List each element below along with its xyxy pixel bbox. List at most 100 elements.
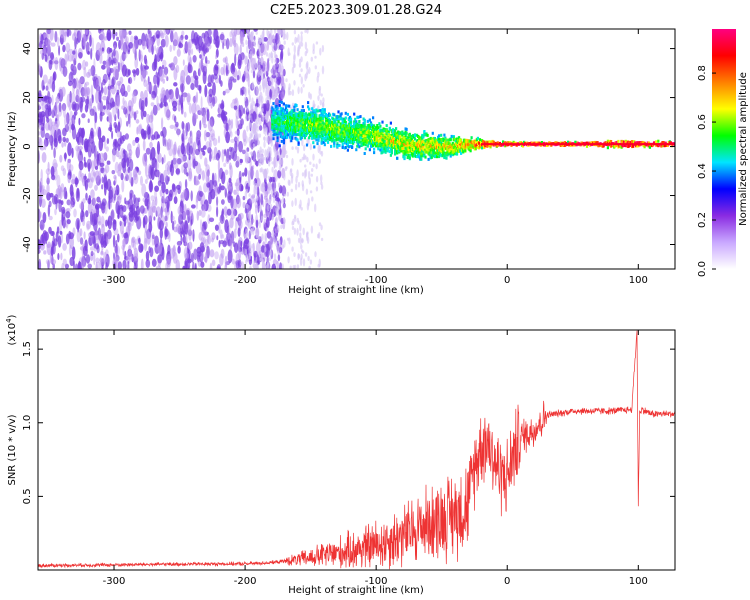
noise-mark: [173, 82, 178, 87]
fade-mark: [283, 239, 286, 248]
noise-mark: [132, 139, 136, 146]
noise-mark: [258, 125, 263, 131]
noise-mark: [79, 237, 84, 245]
noise-mark: [90, 250, 94, 257]
noise-mark: [241, 172, 245, 177]
noise-mark: [281, 65, 285, 78]
ridge-mark: [385, 124, 388, 128]
noise-mark: [240, 240, 243, 247]
noise-mark: [134, 57, 139, 69]
noise-mark: [47, 40, 52, 46]
noise-mark: [50, 52, 54, 61]
fade-mark: [266, 135, 269, 144]
noise-mark: [128, 42, 134, 49]
noise-mark: [106, 235, 110, 245]
fade-mark: [290, 188, 293, 193]
ridge-mark: [272, 108, 275, 112]
noise-mark: [127, 84, 131, 93]
noise-mark: [70, 178, 75, 185]
noise-mark: [221, 149, 225, 163]
fade-mark: [299, 199, 302, 208]
ridge-mark: [277, 125, 280, 129]
noise-mark: [189, 130, 193, 144]
noise-mark: [100, 251, 104, 256]
noise-mark: [266, 231, 272, 239]
fade-mark: [254, 183, 258, 187]
noise-mark: [142, 40, 146, 50]
noise-mark: [160, 38, 166, 48]
fade-mark: [314, 251, 317, 258]
noise-mark: [207, 118, 213, 132]
ridge-mark: [316, 109, 319, 113]
noise-mark: [128, 77, 131, 84]
fade-mark: [256, 119, 259, 124]
ridge-mark: [276, 106, 279, 110]
noise-mark: [154, 45, 157, 51]
noise-mark: [163, 169, 168, 182]
fade-mark: [286, 31, 289, 41]
noise-mark: [205, 141, 211, 151]
noise-mark: [177, 149, 180, 154]
fade-mark: [288, 180, 291, 186]
noise-mark: [266, 60, 270, 73]
noise-mark: [227, 119, 232, 126]
fade-mark: [275, 210, 279, 216]
ridge-mark: [333, 138, 336, 142]
fade-mark: [311, 168, 314, 172]
noise-mark: [79, 228, 83, 237]
noise-mark: [106, 178, 112, 192]
noise-mark: [238, 104, 241, 118]
noise-mark: [88, 195, 91, 205]
noise-mark: [85, 61, 89, 67]
noise-mark: [68, 232, 74, 240]
noise-mark: [38, 103, 41, 110]
noise-mark: [72, 33, 76, 41]
noise-mark: [95, 257, 100, 264]
noise-mark: [204, 84, 208, 98]
noise-mark: [50, 166, 55, 177]
noise-mark: [224, 187, 227, 198]
fade-mark: [267, 175, 271, 180]
noise-mark: [177, 128, 180, 137]
noise-mark: [236, 196, 242, 209]
noise-mark: [242, 195, 246, 201]
fade-mark: [314, 65, 317, 70]
noise-mark: [104, 164, 110, 174]
noise-mark: [234, 260, 239, 269]
noise-mark: [184, 220, 189, 235]
noise-mark: [66, 29, 70, 38]
ridge-mark: [299, 112, 302, 116]
noise-mark: [157, 242, 163, 254]
noise-mark: [188, 241, 193, 250]
noise-mark: [80, 210, 85, 223]
noise-mark: [39, 242, 45, 251]
noise-mark: [249, 159, 252, 173]
noise-mark: [148, 221, 153, 233]
noise-mark: [192, 96, 197, 103]
fade-mark: [249, 57, 252, 64]
ridge-mark: [359, 115, 362, 119]
noise-mark: [143, 238, 148, 251]
noise-mark: [39, 181, 42, 193]
noise-mark: [184, 179, 188, 189]
noise-mark: [187, 157, 192, 171]
fade-mark: [248, 113, 251, 121]
fade-mark: [259, 204, 262, 212]
noise-mark: [144, 152, 147, 162]
noise-mark: [100, 215, 105, 228]
noise-mark: [183, 111, 187, 118]
noise-mark: [92, 76, 96, 82]
noise-mark: [193, 248, 198, 261]
noise-mark: [83, 66, 87, 78]
noise-mark: [201, 170, 205, 181]
fade-mark: [320, 150, 324, 157]
ridge-mark: [379, 124, 382, 128]
noise-mark: [255, 98, 259, 108]
noise-mark: [100, 29, 105, 43]
ridge-mark: [317, 138, 320, 142]
fade-mark: [255, 232, 259, 239]
fade-mark: [268, 257, 271, 262]
fade-mark: [300, 206, 303, 211]
fade-mark: [250, 69, 254, 74]
noise-mark: [98, 137, 104, 152]
